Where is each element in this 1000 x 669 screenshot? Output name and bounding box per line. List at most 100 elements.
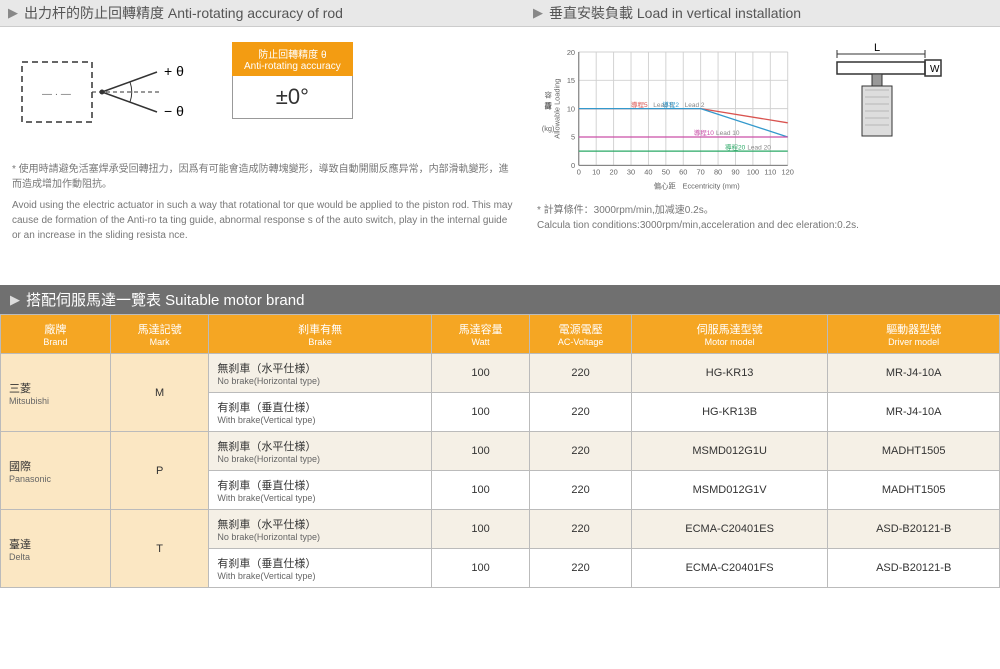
- left-panel-header: ▶ 出力杆的防止回轉精度 Anti-rotating accuracy of r…: [0, 0, 525, 27]
- watt-cell: 100: [431, 471, 530, 510]
- svg-text:Lead 2: Lead 2: [685, 102, 705, 109]
- svg-text:110: 110: [764, 168, 776, 177]
- left-content: + θ − θ — · — 防止回轉精度 θ Anti-rotating acc…: [12, 42, 513, 142]
- bracket-diagram: L W: [817, 42, 947, 152]
- accuracy-value: ±0°: [232, 76, 353, 119]
- brand-cell: 國際Panasonic: [1, 432, 111, 510]
- left-note-cn: * 使用時請避免活塞焊承受回轉扭力，因爲有可能會造成防轉塊變形，導致自動開關反應…: [12, 162, 513, 192]
- brake-cell: 無刹車（水平仕様）No brake(Horizontal type): [209, 510, 431, 549]
- svg-text:導程2: 導程2: [662, 100, 679, 109]
- svg-text:5: 5: [571, 133, 575, 142]
- watt-cell: 100: [431, 393, 530, 432]
- chevron-icon: ▶: [10, 292, 20, 308]
- volt-cell: 220: [530, 432, 631, 471]
- svg-text:導程20: 導程20: [725, 142, 746, 151]
- left-note-en: Avoid using the electric actuator in suc…: [12, 198, 513, 243]
- chevron-icon: ▶: [8, 5, 18, 21]
- brake-cell: 有刹車（垂直仕様）With brake(Vertical type): [209, 549, 431, 588]
- volt-cell: 220: [530, 393, 631, 432]
- svg-text:容: 容: [544, 90, 552, 100]
- svg-text:40: 40: [644, 168, 652, 177]
- table-header: 伺服馬達型號Motor model: [631, 315, 828, 354]
- table-header: 電源電壓AC-Voltage: [530, 315, 631, 354]
- svg-text:100: 100: [747, 168, 759, 177]
- top-row: ▶ 出力杆的防止回轉精度 Anti-rotating accuracy of r…: [0, 0, 1000, 255]
- svg-text:Eccentricity (mm): Eccentricity (mm): [683, 182, 740, 191]
- driver-cell: ASD-B20121-B: [828, 510, 1000, 549]
- rotation-diagram: + θ − θ — · —: [12, 42, 192, 142]
- table-header: 驅動器型號Driver model: [828, 315, 1000, 354]
- load-chart-svg: 051015200102030405060708090100110120導程5L…: [537, 42, 797, 192]
- brand-cell: 臺達Delta: [1, 510, 111, 588]
- chevron-icon: ▶: [533, 5, 543, 21]
- brand-cell: 三菱Mitsubishi: [1, 354, 111, 432]
- left-panel: ▶ 出力杆的防止回轉精度 Anti-rotating accuracy of r…: [0, 0, 525, 255]
- motor-cell: ECMA-C20401FS: [631, 549, 828, 588]
- motor-cell: HG-KR13B: [631, 393, 828, 432]
- svg-text:120: 120: [782, 168, 794, 177]
- mark-cell: T: [110, 510, 209, 588]
- mark-cell: M: [110, 354, 209, 432]
- volt-cell: 220: [530, 471, 631, 510]
- motor-table-body: 三菱MitsubishiM無刹車（水平仕様）No brake(Horizonta…: [1, 354, 1000, 588]
- motor-cell: HG-KR13: [631, 354, 828, 393]
- volt-cell: 220: [530, 510, 631, 549]
- driver-cell: MADHT1505: [828, 471, 1000, 510]
- table-row: 三菱MitsubishiM無刹車（水平仕様）No brake(Horizonta…: [1, 354, 1000, 393]
- svg-text:15: 15: [567, 76, 575, 85]
- svg-text:50: 50: [662, 168, 670, 177]
- motor-section-title: 搭配伺服馬達一覽表 Suitable motor brand: [26, 289, 304, 310]
- brake-cell: 有刹車（垂直仕様）With brake(Vertical type): [209, 471, 431, 510]
- table-row: 臺達DeltaT無刹車（水平仕様）No brake(Horizontal typ…: [1, 510, 1000, 549]
- accuracy-header-cn: 防止回轉精度 θ: [258, 50, 326, 61]
- table-header: 馬達容量Watt: [431, 315, 530, 354]
- driver-cell: MADHT1505: [828, 432, 1000, 471]
- bracket-W: W: [930, 64, 940, 75]
- motor-table: 廠牌Brand馬達記號Mark刹車有無Brake馬達容量Watt電源電壓AC-V…: [0, 314, 1000, 588]
- bracket-L: L: [874, 42, 880, 54]
- svg-text:60: 60: [679, 168, 687, 177]
- volt-cell: 220: [530, 354, 631, 393]
- load-chart: 051015200102030405060708090100110120導程5L…: [537, 42, 797, 195]
- svg-text:30: 30: [627, 168, 635, 177]
- motor-header-row: 廠牌Brand馬達記號Mark刹車有無Brake馬達容量Watt電源電壓AC-V…: [1, 315, 1000, 354]
- svg-text:0: 0: [577, 168, 581, 177]
- watt-cell: 100: [431, 510, 530, 549]
- accuracy-box: 防止回轉精度 θ Anti-rotating accuracy ±0°: [232, 42, 353, 119]
- right-panel: ▶ 垂直安裝負載 Load in vertical installation 0…: [525, 0, 1000, 255]
- table-header: 馬達記號Mark: [110, 315, 209, 354]
- brake-cell: 有刹車（垂直仕様）With brake(Vertical type): [209, 393, 431, 432]
- theta-minus-label: − θ: [164, 103, 184, 119]
- svg-text:導程10: 導程10: [694, 128, 715, 137]
- driver-cell: MR-J4-10A: [828, 354, 1000, 393]
- right-panel-body: 051015200102030405060708090100110120導程5L…: [525, 27, 1000, 245]
- left-panel-body: + θ − θ — · — 防止回轉精度 θ Anti-rotating acc…: [0, 27, 525, 255]
- motor-cell: ECMA-C20401ES: [631, 510, 828, 549]
- svg-text:10: 10: [592, 168, 600, 177]
- svg-text:20: 20: [609, 168, 617, 177]
- motor-cell: MSMD012G1V: [631, 471, 828, 510]
- right-note-en: Calcula tion conditions:3000rpm/min,acce…: [537, 218, 988, 233]
- right-content: 051015200102030405060708090100110120導程5L…: [537, 42, 988, 195]
- svg-text:20: 20: [567, 48, 575, 57]
- driver-cell: ASD-B20121-B: [828, 549, 1000, 588]
- svg-text:80: 80: [714, 168, 722, 177]
- table-header: 廠牌Brand: [1, 315, 111, 354]
- right-panel-header: ▶ 垂直安裝負載 Load in vertical installation: [525, 0, 1000, 27]
- svg-text:90: 90: [731, 168, 739, 177]
- brake-cell: 無刹車（水平仕様）No brake(Horizontal type): [209, 432, 431, 471]
- volt-cell: 220: [530, 549, 631, 588]
- svg-text:Lead 10: Lead 10: [716, 130, 740, 137]
- right-note-cn: * 計算條件：3000rpm/min,加减速0.2s。: [537, 203, 988, 218]
- driver-cell: MR-J4-10A: [828, 393, 1000, 432]
- brake-cell: 無刹車（水平仕様）No brake(Horizontal type): [209, 354, 431, 393]
- table-header: 刹車有無Brake: [209, 315, 431, 354]
- watt-cell: 100: [431, 549, 530, 588]
- watt-cell: 100: [431, 354, 530, 393]
- svg-text:偏心距: 偏心距: [654, 181, 677, 191]
- svg-text:重: 重: [544, 102, 552, 111]
- motor-cell: MSMD012G1U: [631, 432, 828, 471]
- motor-section-header: ▶ 搭配伺服馬達一覽表 Suitable motor brand: [0, 285, 1000, 314]
- accuracy-header-en: Anti-rotating accuracy: [244, 61, 341, 72]
- theta-plus-label: + θ: [164, 63, 184, 79]
